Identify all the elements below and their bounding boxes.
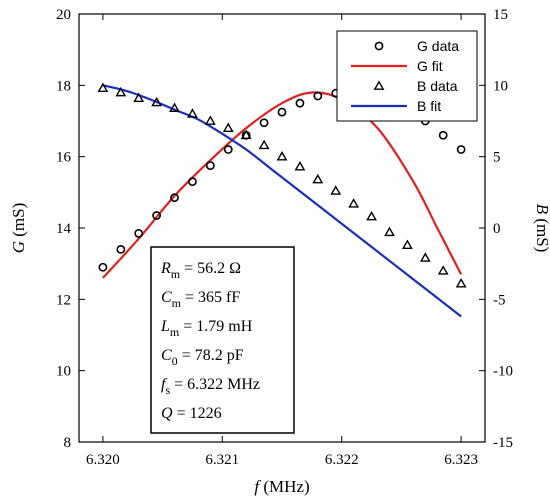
- parameter-value: = 56.2 Ω: [180, 260, 241, 277]
- b-data-point: [222, 122, 234, 132]
- parameter-symbol: C: [161, 347, 172, 364]
- y-right-tick-label: 0: [493, 221, 501, 237]
- parameter-symbol: R: [160, 260, 171, 277]
- parameter-subscript: 0: [172, 354, 178, 368]
- parameter-value: = 6.322 MHz: [170, 376, 260, 393]
- b-data-point: [312, 173, 324, 184]
- y-left-tick-label: 10: [56, 364, 71, 380]
- b-data-point: [97, 82, 109, 93]
- y-right-axis-label: B (mS): [533, 204, 550, 253]
- b-data-point: [294, 161, 306, 171]
- y-left-tick-label: 16: [56, 150, 72, 166]
- parameter-symbol: Q: [161, 405, 173, 422]
- b-data-point: [151, 96, 163, 107]
- legend-swatch-g-data: [374, 41, 384, 51]
- b-data-point: [330, 185, 342, 195]
- g-data-point: [98, 262, 108, 272]
- b-data-point: [258, 139, 270, 150]
- g-data-point: [205, 161, 215, 170]
- g-data-point: [259, 118, 269, 128]
- parameter-subscript: m: [171, 267, 181, 281]
- x-axis-label: f (MHz): [254, 477, 309, 496]
- b-data-point: [187, 108, 198, 118]
- x-tick-label: 6.322: [325, 452, 359, 468]
- b-data-point: [455, 278, 467, 288]
- parameter-value: = 365 fF: [181, 289, 240, 306]
- g-data-point: [438, 130, 448, 140]
- g-data-point: [277, 107, 287, 117]
- b-data-point: [366, 210, 377, 221]
- g-data-point: [223, 145, 233, 154]
- parameter-line: Lm = 1.79 mH: [160, 318, 253, 339]
- legend-label-g-data: G data: [417, 38, 459, 54]
- parameter-symbol: C: [161, 289, 172, 306]
- parameter-value: = 1.79 mH: [179, 318, 252, 335]
- y-right-tick-label: 5: [493, 150, 501, 166]
- y-left-axis-label: G (mS): [9, 203, 28, 254]
- parameter-value: = 1226: [173, 405, 222, 422]
- parameter-line: Cm = 365 fF: [161, 289, 240, 310]
- x-tick-label: 6.320: [86, 452, 120, 468]
- y-left-tick-label: 18: [56, 78, 71, 94]
- b-data-point: [169, 102, 180, 113]
- axis-ticks: 6.320 6.321 6.322 6.323 8 10 12 14 16 18 20 -15 -10 -…: [56, 7, 513, 468]
- parameter-subscript: m: [170, 325, 180, 339]
- g-data-point: [456, 145, 466, 154]
- fit-lines: [102, 84, 463, 318]
- legend-label-b-fit: B fit: [417, 98, 441, 114]
- legend: G data G fit B data B fit: [336, 30, 478, 122]
- b-data-point: [240, 129, 252, 140]
- b-data-point: [437, 265, 449, 275]
- b-data-point: [384, 226, 395, 237]
- series-line-b-fit: [102, 84, 462, 318]
- b-data-point: [115, 86, 127, 97]
- y-right-tick-label: -5: [493, 292, 506, 308]
- g-data-point: [295, 98, 305, 108]
- parameter-symbol: L: [160, 318, 170, 335]
- y-left-tick-label: 8: [64, 435, 72, 451]
- y-right-axis-label-symbol: B: [533, 204, 550, 215]
- parameter-line: Rm = 56.2 Ω: [160, 260, 241, 281]
- b-data-point: [133, 92, 145, 103]
- parameter-line: Q = 1226: [161, 405, 222, 422]
- y-right-axis-label-unit: (mS): [533, 214, 550, 252]
- y-left-tick-label: 14: [56, 221, 72, 237]
- x-axis-label-symbol: f: [254, 477, 261, 496]
- g-data-point: [116, 244, 126, 254]
- b-data-point: [348, 198, 360, 208]
- y-left-axis-label-symbol: G: [9, 241, 28, 253]
- parameter-box-frame: [150, 246, 295, 434]
- y-right-tick-label: -15: [493, 435, 513, 451]
- g-data-point: [313, 91, 323, 101]
- y-left-axis-label-unit: (mS): [9, 203, 28, 241]
- b-data-point: [276, 151, 288, 161]
- y-left-tick-label: 12: [56, 292, 71, 308]
- legend-label-g-fit: G fit: [417, 58, 443, 74]
- parameter-line: C0 = 78.2 pF: [161, 347, 244, 368]
- legend-swatch-b-data: [373, 80, 385, 90]
- parameter-subscript: s: [165, 383, 170, 397]
- y-right-tick-label: 10: [493, 78, 508, 94]
- x-tick-label: 6.321: [205, 452, 239, 468]
- g-data-point: [188, 177, 197, 187]
- x-tick-label: 6.323: [444, 452, 478, 468]
- g-data-point: [134, 228, 144, 238]
- parameter-value: = 78.2 pF: [178, 347, 244, 364]
- b-data-point: [419, 252, 431, 262]
- x-axis-label-unit: (MHz): [259, 477, 310, 496]
- parameter-symbol: f: [161, 376, 168, 393]
- series-line-g-fit: [102, 91, 463, 279]
- parameter-line: fs = 6.322 MHz: [161, 376, 260, 397]
- g-data-point: [170, 193, 179, 203]
- parameter-subscript: m: [172, 296, 182, 310]
- legend-label-b-data: B data: [417, 78, 458, 94]
- y-left-tick-label: 20: [56, 7, 71, 23]
- b-data-point: [204, 115, 216, 125]
- y-right-tick-label: 15: [493, 7, 508, 23]
- b-data-point: [401, 239, 413, 249]
- y-right-tick-label: -10: [493, 364, 513, 380]
- g-data-point: [152, 211, 162, 220]
